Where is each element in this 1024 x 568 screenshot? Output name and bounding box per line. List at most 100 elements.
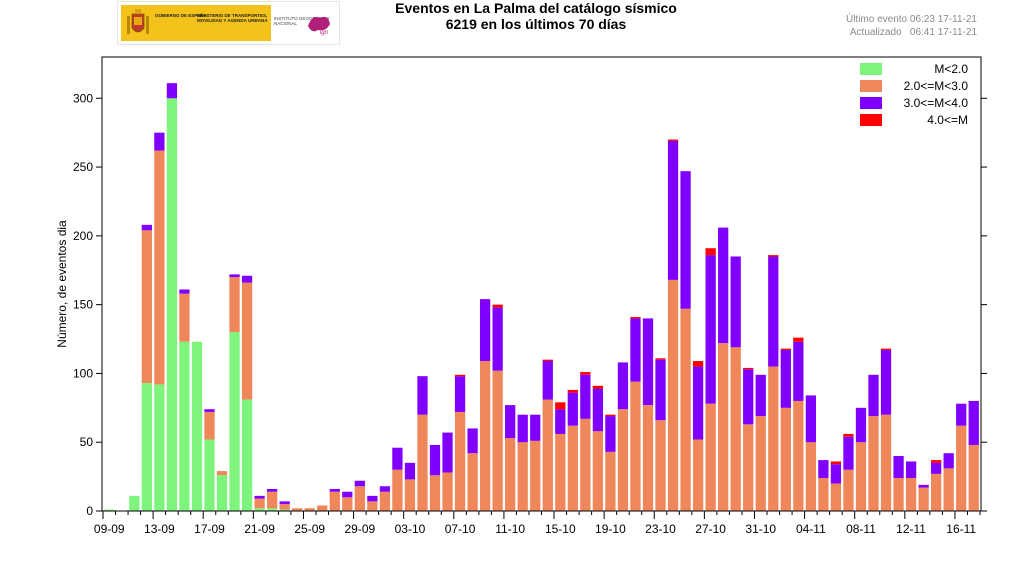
- legend-label-0: M<2.0: [934, 62, 968, 76]
- bar-01-10-s1: [379, 491, 391, 511]
- bar-10-11-s3: [880, 348, 892, 351]
- bar-15-09-s1: [179, 293, 190, 342]
- bar-05-11-s2: [818, 460, 829, 478]
- x-tick-label-25-09: 25-09: [294, 522, 325, 536]
- bar-15-09-s0: [179, 341, 190, 511]
- bar-17-09-s1: [204, 411, 215, 440]
- bar-16-10-s3: [567, 389, 578, 393]
- bar-03-10-s2: [404, 462, 416, 480]
- bar-21-09-s0: [254, 508, 265, 511]
- bar-17-10-s1: [580, 418, 591, 511]
- bar-15-09-s2: [179, 289, 190, 294]
- ign-logo-text: ign: [320, 30, 329, 36]
- bar-17-09-s2: [204, 409, 215, 412]
- bar-21-10-s3: [630, 317, 641, 319]
- y-tick-label-150: 150: [73, 298, 93, 312]
- bar-19-09-s0: [229, 332, 240, 511]
- bar-31-10-s1: [755, 416, 766, 511]
- bar-02-11-s3: [780, 348, 791, 351]
- x-tick-label-31-10: 31-10: [745, 522, 776, 536]
- bar-12-09-s2: [141, 224, 152, 231]
- bar-22-10-s2: [642, 318, 654, 406]
- axes-layer: 0 50 100 150 200 250 300 09-09 13-09 17-09 21-09 25…: [55, 56, 987, 536]
- bar-04-11-s1: [805, 442, 816, 511]
- bar-16-11-s1: [956, 425, 967, 511]
- bar-07-11-s2: [843, 436, 854, 470]
- bar-08-10-s1: [467, 453, 478, 511]
- bar-29-09-s2: [354, 480, 365, 487]
- bar-09-10-s1: [479, 361, 491, 511]
- bar-09-10-s2: [479, 299, 491, 362]
- bar-16-10-s2: [567, 392, 578, 426]
- coat-of-arms-icon: [127, 9, 149, 34]
- x-tick-label-21-09: 21-09: [244, 522, 275, 536]
- legend-swatch-0: [860, 63, 882, 75]
- bar-06-11-s1: [830, 483, 842, 511]
- bars-layer: [104, 83, 979, 512]
- bar-08-11-s2: [855, 407, 867, 443]
- x-tick-label-15-10: 15-10: [545, 522, 576, 536]
- bar-30-09-s2: [367, 495, 378, 502]
- bar-28-10-s2: [718, 227, 729, 344]
- bar-13-11-s1: [918, 487, 929, 511]
- y-axis-label: Número, de eventos dia: [55, 220, 69, 348]
- bar-20-09-s2: [241, 275, 253, 283]
- bar-12-10-s1: [517, 442, 528, 511]
- bar-19-10-s2: [605, 416, 616, 452]
- y-tick-label-300: 300: [73, 91, 93, 105]
- bar-19-10-s3: [605, 414, 616, 417]
- bar-14-09-s0: [166, 98, 178, 512]
- bar-11-10-s1: [505, 438, 516, 511]
- bar-22-09-s2: [267, 488, 278, 492]
- bar-16-09-s0: [191, 341, 203, 511]
- bar-10-10-s2: [492, 307, 503, 371]
- chart-title: Eventos en La Palma del catálogo sísmico: [395, 0, 677, 16]
- x-tick-label-07-10: 07-10: [445, 522, 476, 536]
- bar-02-10-s2: [392, 447, 403, 470]
- bar-07-10-s1: [454, 411, 466, 511]
- bar-17-09-s0: [204, 439, 215, 511]
- bar-14-11-s3: [931, 460, 942, 463]
- bar-01-10-s2: [379, 486, 391, 492]
- legend-swatch-2: [860, 97, 882, 109]
- bar-16-10-s1: [567, 425, 578, 511]
- bar-15-11-s1: [943, 468, 954, 511]
- bar-28-09-s1: [342, 497, 353, 511]
- bar-11-11-s2: [893, 455, 904, 478]
- legend-swatch-3: [860, 114, 882, 126]
- bar-26-10-s2: [692, 366, 704, 440]
- bar-19-09-s2: [229, 274, 240, 278]
- bar-12-10-s2: [517, 414, 528, 443]
- bar-06-10-s2: [442, 432, 453, 473]
- bar-05-10-s2: [429, 444, 441, 476]
- bar-25-09-s1: [304, 508, 315, 511]
- bar-14-11-s1: [931, 473, 942, 511]
- y-tick-label-200: 200: [73, 229, 93, 243]
- bar-23-10-s3: [655, 358, 666, 360]
- bar-13-11-s2: [918, 484, 929, 488]
- bar-06-11-s3: [830, 461, 842, 465]
- bar-24-10-s1: [667, 279, 679, 511]
- bar-29-10-s2: [730, 256, 741, 348]
- y-tick-label-50: 50: [80, 435, 94, 449]
- bar-17-10-s3: [580, 372, 591, 375]
- bar-11-09-s0: [129, 495, 140, 511]
- y-tick-label-100: 100: [73, 366, 93, 380]
- bar-20-10-s1: [617, 409, 629, 511]
- x-tick-label-19-10: 19-10: [595, 522, 626, 536]
- bar-10-10-s1: [492, 370, 503, 511]
- bar-12-09-s0: [141, 383, 152, 511]
- bar-06-11-s2: [830, 464, 842, 484]
- bar-29-09-s1: [354, 486, 365, 511]
- bar-03-11-s2: [793, 341, 804, 401]
- x-tick-label-04-11: 04-11: [796, 522, 826, 536]
- bar-30-10-s3: [743, 367, 754, 370]
- bar-30-10-s1: [743, 424, 754, 511]
- bar-12-11-s2: [905, 461, 917, 478]
- government-logo-panel: GOBIERNO DE ESPAÑA MINISTERIO DE TRANSPO…: [121, 5, 271, 41]
- x-tick-label-23-10: 23-10: [645, 522, 676, 536]
- legend-swatch-1: [860, 80, 882, 92]
- bar-27-10-s3: [705, 248, 716, 256]
- bar-15-11-s2: [943, 453, 954, 469]
- bar-18-09-s1: [216, 471, 228, 476]
